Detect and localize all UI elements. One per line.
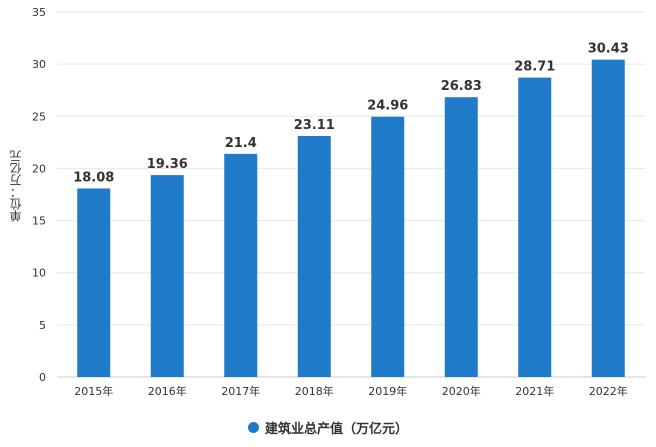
data-label: 19.36 — [147, 157, 188, 172]
data-label: 21.4 — [225, 136, 257, 151]
legend-label: 建筑业总产值（万亿元） — [264, 422, 408, 437]
y-tick-label: 0 — [39, 371, 46, 384]
y-tick-label: 30 — [32, 58, 46, 71]
data-label: 28.71 — [514, 60, 555, 75]
y-tick-label: 15 — [32, 215, 46, 228]
x-tick-label: 2021年 — [515, 384, 554, 398]
y-tick-label: 10 — [32, 267, 46, 280]
x-tick-label: 2015年 — [74, 384, 113, 398]
bar — [371, 116, 405, 378]
y-tick-label: 35 — [32, 6, 46, 19]
x-tick-label: 2016年 — [148, 384, 187, 398]
x-tick-label: 2018年 — [295, 384, 334, 398]
x-tick-label: 2019年 — [368, 384, 407, 398]
bar — [591, 59, 625, 378]
x-tick-label: 2017年 — [221, 384, 260, 398]
bars — [77, 59, 625, 378]
data-label: 30.43 — [588, 42, 629, 57]
bar — [150, 175, 184, 377]
y-tick-label: 5 — [39, 319, 46, 332]
data-label: 23.11 — [294, 118, 335, 133]
gridlines — [57, 11, 645, 378]
y-tick-label: 25 — [32, 110, 46, 123]
legend: 建筑业总产值（万亿元） — [0, 418, 656, 437]
bar — [297, 135, 331, 377]
legend-marker — [247, 422, 259, 433]
data-label: 18.08 — [73, 170, 114, 185]
data-label: 24.96 — [367, 99, 408, 114]
x-tick-label: 2022年 — [589, 384, 628, 398]
y-axis-label: 单位：万亿元 — [9, 150, 23, 222]
data-labels: 18.08 19.36 21.4 23.11 24.96 26.83 28.71 30.43 — [73, 42, 629, 186]
bar — [444, 97, 478, 378]
data-label: 26.83 — [441, 79, 482, 94]
y-tick-label: 20 — [32, 162, 46, 175]
bar — [518, 77, 552, 378]
bar — [224, 153, 258, 377]
axis-ticks: 0 5 10 15 20 25 30 35 2015年 2016年 2017年 2018年 2019年 2… — [32, 6, 628, 398]
bar — [77, 188, 111, 377]
x-tick-label: 2020年 — [442, 384, 481, 398]
